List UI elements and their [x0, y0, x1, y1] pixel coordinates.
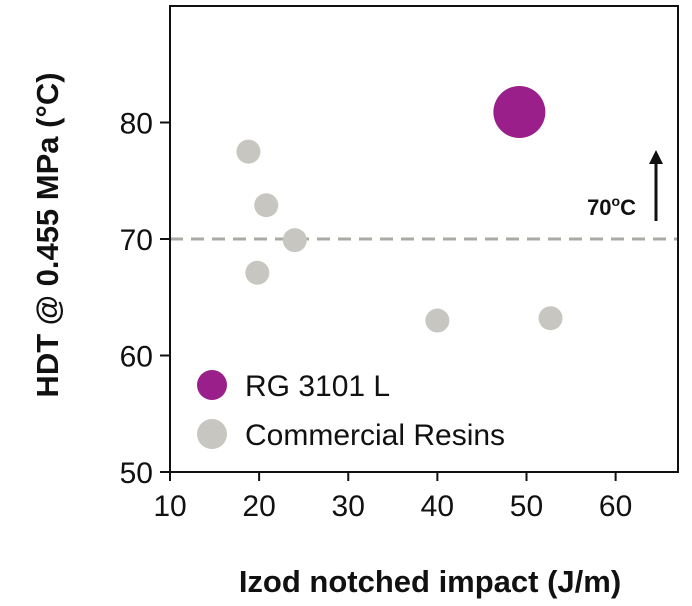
arrow-head [649, 150, 663, 164]
data-points [236, 86, 563, 333]
x-tick-label: 50 [510, 490, 543, 523]
legend: RG 3101 L Commercial Resins [197, 370, 505, 452]
threshold-annotation: 70oC [587, 150, 663, 221]
data-point-commercial-resin [538, 306, 563, 331]
x-tick-label: 40 [421, 490, 454, 523]
data-point-commercial-resin [254, 193, 279, 218]
x-tick-label: 20 [242, 490, 275, 523]
data-point-commercial-resin [425, 308, 450, 333]
x-tick-label: 60 [599, 490, 632, 523]
threshold-label: 70oC [587, 193, 636, 220]
y-axis-ticks: 50 60 70 80 [120, 108, 170, 490]
x-tick-label: 30 [332, 490, 365, 523]
legend-label-rg3101l: RG 3101 L [245, 370, 390, 403]
x-tick-label: 10 [153, 490, 186, 523]
data-point-commercial-resin [245, 260, 270, 285]
data-point-commercial-resin [282, 228, 307, 253]
legend-marker-commercial-resins [197, 419, 227, 449]
legend-label-commercial-resins: Commercial Resins [245, 419, 505, 452]
y-tick-label: 50 [120, 457, 153, 490]
x-axis-title: Izod notched impact (J/m) [239, 564, 621, 599]
data-point-commercial-resin [236, 139, 261, 164]
legend-marker-rg3101l [197, 370, 227, 400]
y-axis-title: HDT @ 0.455 MPa (°C) [30, 72, 65, 397]
y-tick-label: 60 [120, 341, 153, 374]
y-tick-label: 80 [120, 108, 153, 141]
x-axis-ticks: 10 20 30 40 50 60 [153, 472, 632, 523]
y-tick-label: 70 [120, 224, 153, 257]
data-point-rg3101l [493, 86, 546, 139]
